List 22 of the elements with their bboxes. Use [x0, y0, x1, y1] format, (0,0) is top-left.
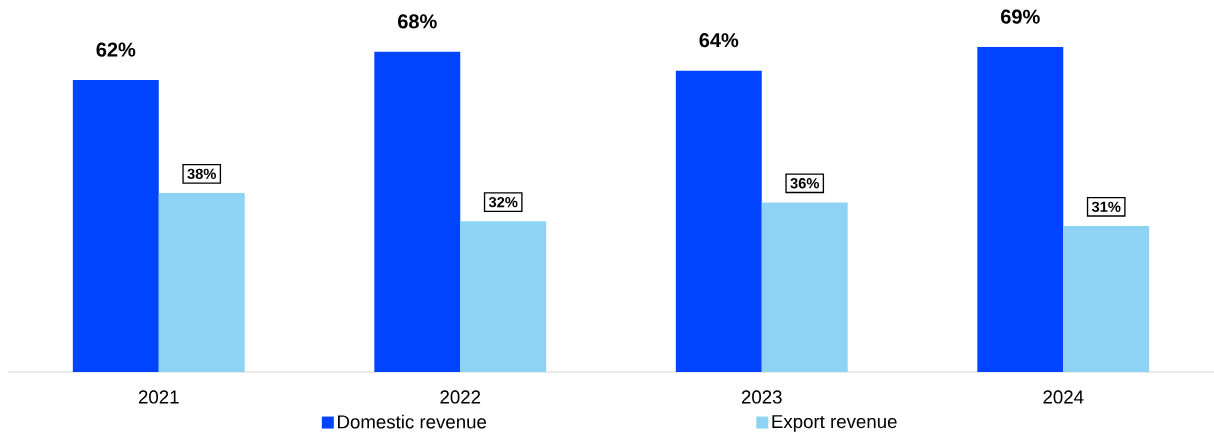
data-label: 32%: [488, 196, 518, 208]
bar: [977, 47, 1064, 372]
data-label: 69%: [1001, 9, 1040, 24]
bar: [761, 202, 848, 372]
data-label: 68%: [398, 14, 437, 29]
bar: [158, 193, 245, 372]
data-label: 31%: [1091, 201, 1121, 213]
data-label: 36%: [790, 178, 819, 189]
bar: [460, 221, 547, 372]
legend-label: Domestic revenue: [338, 414, 487, 429]
bar: [675, 70, 762, 372]
bar: [374, 51, 461, 372]
x-tick-label: 2023: [741, 390, 782, 404]
bar: [72, 80, 159, 372]
data-label: 38%: [187, 168, 217, 180]
data-label: 62%: [96, 42, 136, 57]
data-label: 64%: [699, 33, 739, 48]
x-tick-label: 2021: [138, 390, 179, 404]
x-tick-label: 2024: [1043, 390, 1084, 404]
legend-label: Export revenue: [772, 415, 897, 432]
bar: [1063, 226, 1150, 372]
x-tick-label: 2022: [440, 390, 481, 404]
